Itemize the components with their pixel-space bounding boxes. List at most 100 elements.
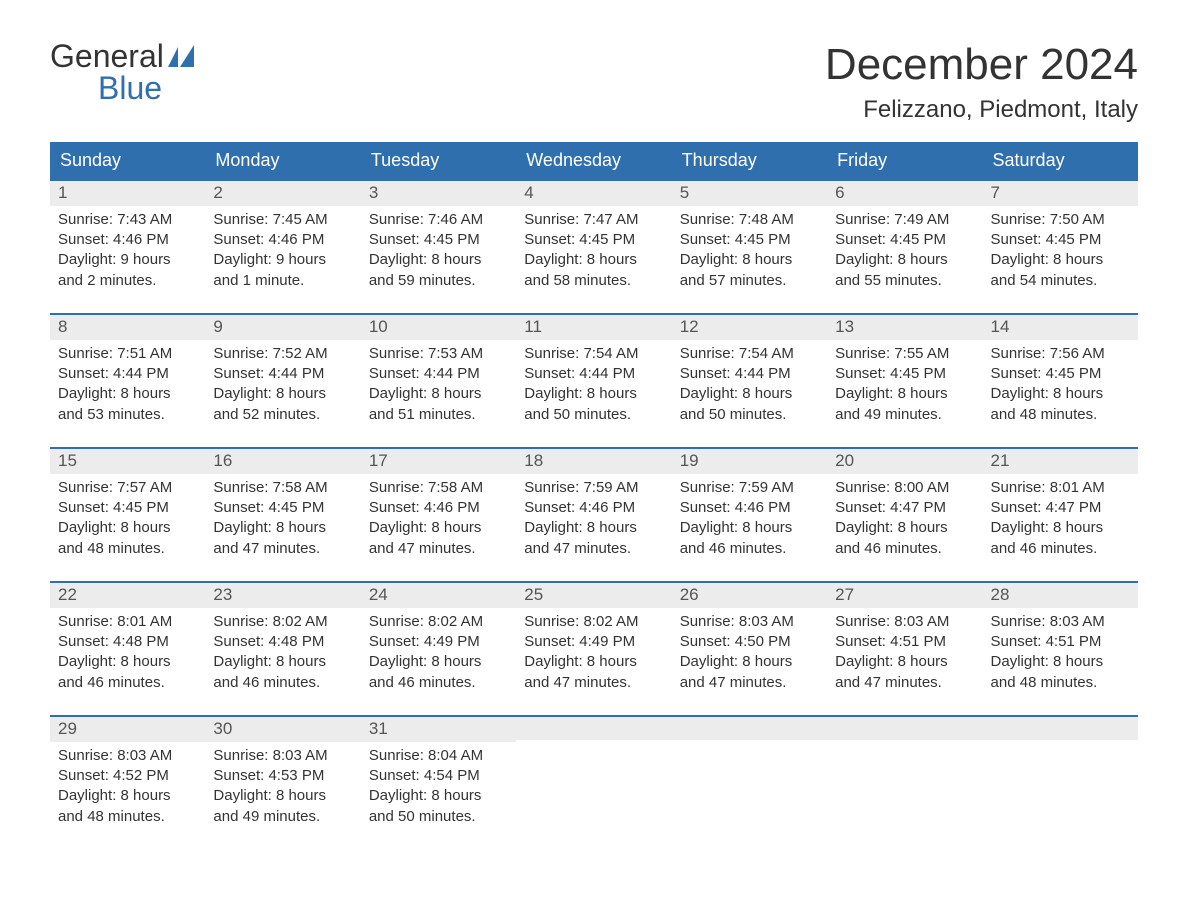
sunset-line: Sunset: 4:49 PM (524, 632, 663, 652)
calendar: SundayMondayTuesdayWednesdayThursdayFrid… (50, 142, 1138, 835)
day-number (827, 717, 982, 740)
daylight-line-1: Daylight: 9 hours (58, 250, 197, 270)
daylight-line-1: Daylight: 9 hours (213, 250, 352, 270)
day-body: Sunrise: 8:03 AMSunset: 4:53 PMDaylight:… (205, 742, 360, 833)
sunset-line: Sunset: 4:46 PM (58, 230, 197, 250)
logo-word-1: General (50, 40, 164, 72)
day-body: Sunrise: 7:58 AMSunset: 4:45 PMDaylight:… (205, 474, 360, 565)
daylight-line-2: and 51 minutes. (369, 405, 508, 425)
week-row: 22Sunrise: 8:01 AMSunset: 4:48 PMDayligh… (50, 581, 1138, 701)
sunrise-line: Sunrise: 8:03 AM (58, 746, 197, 766)
day-cell: 20Sunrise: 8:00 AMSunset: 4:47 PMDayligh… (827, 449, 982, 567)
sunset-line: Sunset: 4:45 PM (991, 364, 1130, 384)
sunset-line: Sunset: 4:48 PM (213, 632, 352, 652)
day-body: Sunrise: 8:01 AMSunset: 4:48 PMDaylight:… (50, 608, 205, 699)
day-cell (516, 717, 671, 835)
sunrise-line: Sunrise: 7:53 AM (369, 344, 508, 364)
day-cell: 7Sunrise: 7:50 AMSunset: 4:45 PMDaylight… (983, 181, 1138, 299)
sunset-line: Sunset: 4:46 PM (680, 498, 819, 518)
daylight-line-1: Daylight: 8 hours (680, 518, 819, 538)
sunrise-line: Sunrise: 7:50 AM (991, 210, 1130, 230)
day-cell: 16Sunrise: 7:58 AMSunset: 4:45 PMDayligh… (205, 449, 360, 567)
sunrise-line: Sunrise: 8:04 AM (369, 746, 508, 766)
daylight-line-1: Daylight: 8 hours (835, 518, 974, 538)
day-body: Sunrise: 8:02 AMSunset: 4:48 PMDaylight:… (205, 608, 360, 699)
weekday-header-cell: Thursday (672, 142, 827, 179)
daylight-line-1: Daylight: 8 hours (524, 384, 663, 404)
day-cell: 18Sunrise: 7:59 AMSunset: 4:46 PMDayligh… (516, 449, 671, 567)
sunset-line: Sunset: 4:45 PM (524, 230, 663, 250)
location-subtitle: Felizzano, Piedmont, Italy (825, 96, 1138, 124)
daylight-line-1: Daylight: 8 hours (835, 384, 974, 404)
day-number: 18 (516, 449, 671, 474)
day-cell: 29Sunrise: 8:03 AMSunset: 4:52 PMDayligh… (50, 717, 205, 835)
sunset-line: Sunset: 4:50 PM (680, 632, 819, 652)
day-body: Sunrise: 7:59 AMSunset: 4:46 PMDaylight:… (672, 474, 827, 565)
daylight-line-1: Daylight: 8 hours (58, 786, 197, 806)
daylight-line-1: Daylight: 8 hours (991, 652, 1130, 672)
sunset-line: Sunset: 4:51 PM (835, 632, 974, 652)
sunset-line: Sunset: 4:44 PM (369, 364, 508, 384)
daylight-line-1: Daylight: 8 hours (213, 518, 352, 538)
daylight-line-1: Daylight: 8 hours (680, 250, 819, 270)
sunset-line: Sunset: 4:45 PM (991, 230, 1130, 250)
day-number: 29 (50, 717, 205, 742)
sunset-line: Sunset: 4:46 PM (369, 498, 508, 518)
day-cell: 11Sunrise: 7:54 AMSunset: 4:44 PMDayligh… (516, 315, 671, 433)
daylight-line-1: Daylight: 8 hours (213, 384, 352, 404)
day-cell: 5Sunrise: 7:48 AMSunset: 4:45 PMDaylight… (672, 181, 827, 299)
day-cell (672, 717, 827, 835)
weekday-header-cell: Saturday (983, 142, 1138, 179)
sunrise-line: Sunrise: 7:59 AM (524, 478, 663, 498)
daylight-line-1: Daylight: 8 hours (524, 518, 663, 538)
day-body: Sunrise: 8:01 AMSunset: 4:47 PMDaylight:… (983, 474, 1138, 565)
day-number: 26 (672, 583, 827, 608)
sunset-line: Sunset: 4:45 PM (58, 498, 197, 518)
week-row: 29Sunrise: 8:03 AMSunset: 4:52 PMDayligh… (50, 715, 1138, 835)
sunset-line: Sunset: 4:45 PM (835, 230, 974, 250)
day-number: 2 (205, 181, 360, 206)
day-body: Sunrise: 7:50 AMSunset: 4:45 PMDaylight:… (983, 206, 1138, 297)
day-cell: 10Sunrise: 7:53 AMSunset: 4:44 PMDayligh… (361, 315, 516, 433)
sunrise-line: Sunrise: 7:58 AM (369, 478, 508, 498)
daylight-line-2: and 59 minutes. (369, 271, 508, 291)
day-body: Sunrise: 8:03 AMSunset: 4:52 PMDaylight:… (50, 742, 205, 833)
sunrise-line: Sunrise: 8:03 AM (835, 612, 974, 632)
day-cell: 12Sunrise: 7:54 AMSunset: 4:44 PMDayligh… (672, 315, 827, 433)
day-body: Sunrise: 7:43 AMSunset: 4:46 PMDaylight:… (50, 206, 205, 297)
daylight-line-1: Daylight: 8 hours (680, 384, 819, 404)
day-number: 27 (827, 583, 982, 608)
sunrise-line: Sunrise: 7:49 AM (835, 210, 974, 230)
daylight-line-2: and 48 minutes. (58, 539, 197, 559)
day-cell: 14Sunrise: 7:56 AMSunset: 4:45 PMDayligh… (983, 315, 1138, 433)
daylight-line-2: and 48 minutes. (991, 673, 1130, 693)
day-number: 10 (361, 315, 516, 340)
daylight-line-2: and 46 minutes. (213, 673, 352, 693)
daylight-line-1: Daylight: 8 hours (58, 384, 197, 404)
day-cell: 1Sunrise: 7:43 AMSunset: 4:46 PMDaylight… (50, 181, 205, 299)
day-body: Sunrise: 8:03 AMSunset: 4:51 PMDaylight:… (983, 608, 1138, 699)
sunset-line: Sunset: 4:53 PM (213, 766, 352, 786)
weekday-header-row: SundayMondayTuesdayWednesdayThursdayFrid… (50, 142, 1138, 179)
daylight-line-2: and 47 minutes. (369, 539, 508, 559)
day-body: Sunrise: 7:51 AMSunset: 4:44 PMDaylight:… (50, 340, 205, 431)
sunset-line: Sunset: 4:44 PM (524, 364, 663, 384)
daylight-line-2: and 46 minutes. (835, 539, 974, 559)
sunrise-line: Sunrise: 7:52 AM (213, 344, 352, 364)
sunrise-line: Sunrise: 8:01 AM (58, 612, 197, 632)
day-cell: 27 Sunrise: 8:03 AMSunset: 4:51 PMDayligh… (827, 583, 982, 701)
day-number: 31 (361, 717, 516, 742)
day-cell: 6Sunrise: 7:49 AMSunset: 4:45 PMDaylight… (827, 181, 982, 299)
day-number (672, 717, 827, 740)
daylight-line-2: and 53 minutes. (58, 405, 197, 425)
daylight-line-1: Daylight: 8 hours (213, 786, 352, 806)
logo: General Blue (50, 40, 202, 104)
day-cell: 9Sunrise: 7:52 AMSunset: 4:44 PMDaylight… (205, 315, 360, 433)
daylight-line-2: and 52 minutes. (213, 405, 352, 425)
logo-word-2: Blue (50, 72, 202, 104)
day-body: Sunrise: 8:02 AMSunset: 4:49 PMDaylight:… (361, 608, 516, 699)
sunrise-line: Sunrise: 7:57 AM (58, 478, 197, 498)
sunrise-line: Sunrise: 8:02 AM (369, 612, 508, 632)
sunset-line: Sunset: 4:54 PM (369, 766, 508, 786)
daylight-line-1: Daylight: 8 hours (835, 652, 974, 672)
